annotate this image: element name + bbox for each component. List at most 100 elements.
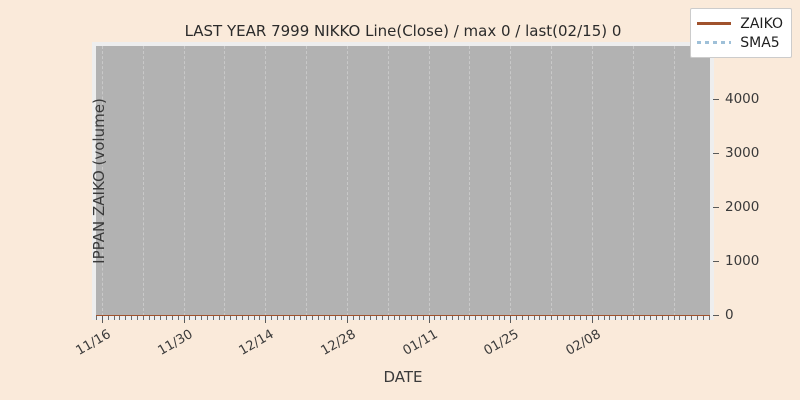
x-axis-minor-tick <box>119 316 121 320</box>
x-axis-minor-tick <box>673 316 675 320</box>
gridline <box>142 46 144 316</box>
x-axis-minor-tick <box>154 316 156 320</box>
x-axis-minor-tick <box>253 316 255 320</box>
x-axis-minor-tick <box>504 316 506 320</box>
plot-area <box>96 46 710 316</box>
y-axis-title: IPPAN ZAIKO (volume) <box>90 98 108 264</box>
x-axis-minor-tick <box>562 316 564 320</box>
y-tick-label: 2000 <box>725 199 760 215</box>
x-axis-minor-tick <box>632 316 634 320</box>
x-tick-label: 01/25 <box>481 327 522 359</box>
x-axis-minor-tick <box>586 316 588 320</box>
x-axis-minor-tick <box>370 316 372 320</box>
x-axis-minor-tick <box>481 316 483 320</box>
x-axis-minor-tick <box>422 316 424 320</box>
x-axis-minor-tick <box>457 316 459 320</box>
x-axis-minor-tick <box>241 316 243 320</box>
x-axis-minor-tick <box>131 316 133 320</box>
x-axis-minor-tick <box>212 316 214 320</box>
legend-entry-sma5[interactable]: SMA5 <box>697 33 783 52</box>
x-axis-minor-tick <box>107 316 109 320</box>
x-axis-minor-tick <box>323 316 325 320</box>
y-tick-label: 4000 <box>725 91 760 107</box>
vertical-gridlines <box>96 46 710 316</box>
x-axis-minor-tick <box>201 316 203 320</box>
x-tick-label: 12/14 <box>236 327 277 359</box>
x-axis-minor-tick <box>603 316 605 320</box>
chart-title: LAST YEAR 7999 NIKKO Line(Close) / max 0… <box>184 22 622 40</box>
x-axis-minor-tick <box>434 316 436 320</box>
x-axis-minor-tick <box>96 316 98 320</box>
x-axis-minor-tick <box>667 316 669 320</box>
x-axis-minor-tick <box>364 316 366 320</box>
x-axis-major-tick <box>510 316 512 323</box>
x-axis-minor-tick <box>206 316 208 320</box>
gridline <box>673 46 675 316</box>
x-axis-minor-tick <box>568 316 570 320</box>
x-axis-minor-tick <box>288 316 290 320</box>
x-tick-label: 12/28 <box>318 327 359 359</box>
y-tick-label: 1000 <box>725 253 760 269</box>
x-axis-minor-tick <box>166 316 168 320</box>
x-axis-minor-tick <box>381 316 383 320</box>
x-axis-minor-tick <box>574 316 576 320</box>
x-axis-minor-tick <box>644 316 646 320</box>
x-axis-minor-tick <box>148 316 150 320</box>
chart-legend[interactable]: ZAIKO SMA5 <box>690 8 792 58</box>
x-axis-minor-tick <box>282 316 284 320</box>
x-axis-minor-tick <box>352 316 354 320</box>
x-axis-minor-tick <box>259 316 261 320</box>
x-axis-minor-tick <box>556 316 558 320</box>
x-axis-minor-tick <box>160 316 162 320</box>
x-axis-major-tick <box>265 316 267 323</box>
x-axis-minor-tick <box>405 316 407 320</box>
gridline <box>428 46 430 316</box>
x-axis-minor-tick <box>580 316 582 320</box>
gridline <box>346 46 348 316</box>
x-axis-minor-tick <box>451 316 453 320</box>
x-axis-minor-tick <box>661 316 663 320</box>
x-axis-minor-tick <box>708 316 710 320</box>
x-axis-minor-tick <box>521 316 523 320</box>
x-axis-major-tick <box>346 316 348 323</box>
x-axis-minor-tick <box>329 316 331 320</box>
x-tick-label: 11/30 <box>155 327 196 359</box>
gridline <box>183 46 185 316</box>
x-axis-minor-tick <box>136 316 138 320</box>
series-line-zaiko <box>96 314 710 316</box>
x-axis-minor-tick <box>358 316 360 320</box>
x-axis-minor-tick <box>317 316 319 320</box>
gridline <box>632 46 634 316</box>
x-axis-minor-tick <box>230 316 232 320</box>
legend-swatch-zaiko-icon <box>697 18 732 29</box>
x-axis-minor-tick <box>702 316 704 320</box>
y-tick-mark <box>713 153 719 154</box>
x-axis-minor-tick <box>691 316 693 320</box>
x-axis-minor-tick <box>492 316 494 320</box>
legend-entry-zaiko[interactable]: ZAIKO <box>697 14 783 33</box>
x-tick-label: 02/08 <box>563 327 604 359</box>
gridline <box>102 46 103 316</box>
gridline <box>591 46 593 316</box>
x-axis-minor-tick <box>271 316 273 320</box>
x-axis-minor-tick <box>539 316 541 320</box>
x-axis-minor-tick <box>399 316 401 320</box>
x-axis-minor-tick <box>218 316 220 320</box>
y-tick-label: 3000 <box>725 145 760 161</box>
x-axis-minor-tick <box>306 316 308 320</box>
legend-swatch-sma5-icon <box>697 37 732 48</box>
y-tick-label: 0 <box>725 307 734 323</box>
y-tick-mark <box>713 99 719 100</box>
gridline <box>306 46 308 316</box>
x-axis-minor-tick <box>679 316 681 320</box>
x-axis-minor-tick <box>311 316 313 320</box>
x-axis-minor-tick <box>446 316 448 320</box>
gridline <box>469 46 471 316</box>
x-axis-minor-tick <box>486 316 488 320</box>
x-axis-minor-tick <box>411 316 413 320</box>
x-axis-minor-tick <box>475 316 477 320</box>
x-axis-minor-tick <box>597 316 599 320</box>
x-axis-major-tick <box>591 316 593 323</box>
x-axis-minor-tick <box>276 316 278 320</box>
